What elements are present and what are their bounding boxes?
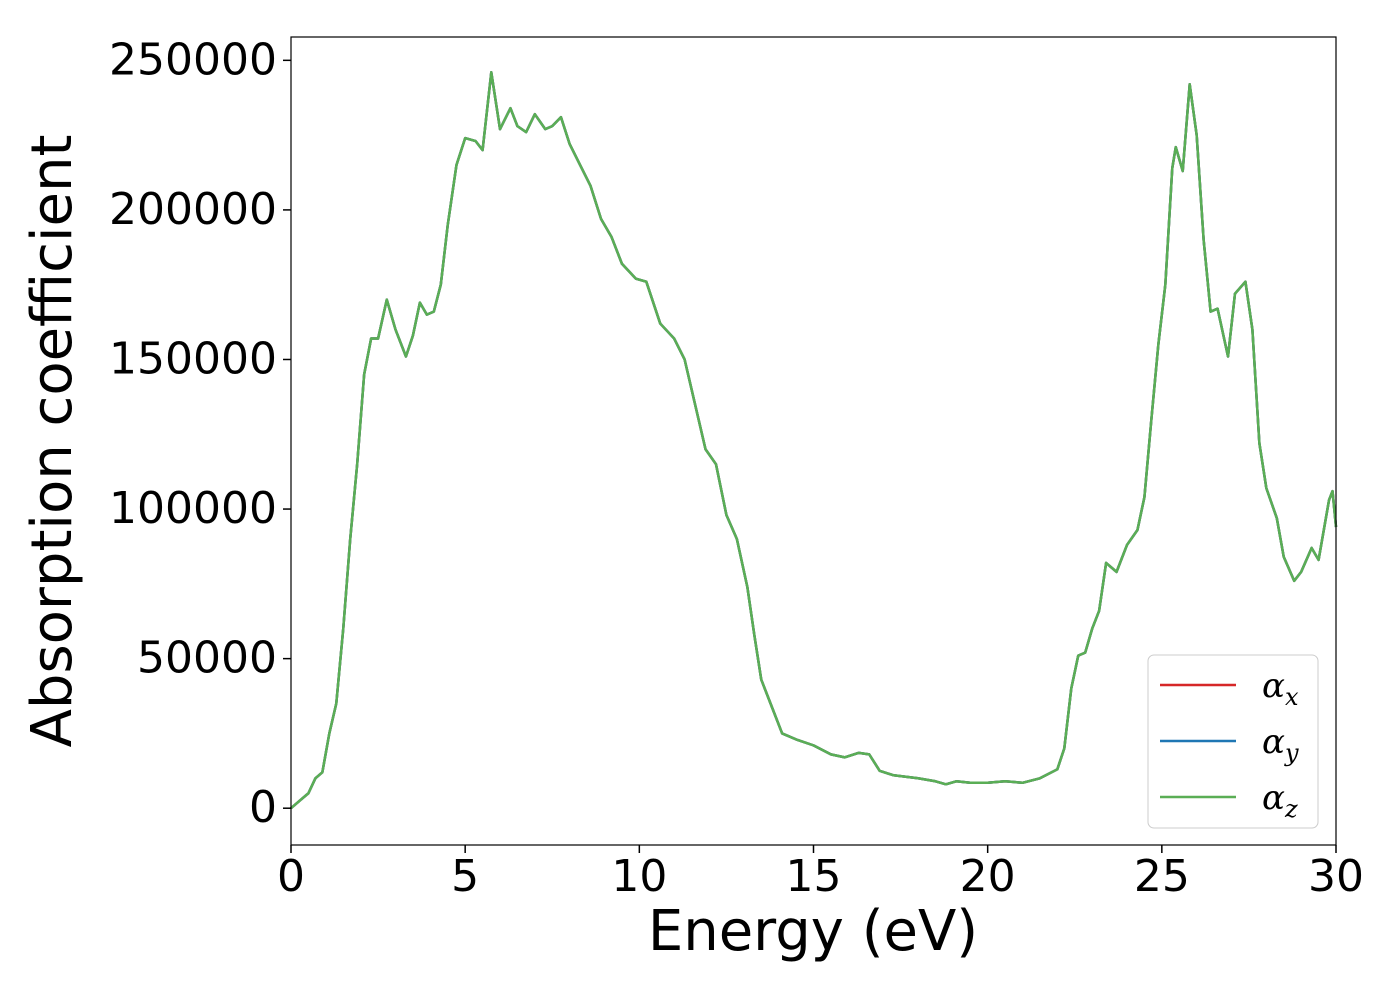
legend: αx αy αz xyxy=(1147,654,1319,829)
y-tick-label: 250000 xyxy=(109,34,277,85)
y-tick-label: 50000 xyxy=(137,633,277,684)
legend-label: αx xyxy=(1262,666,1299,711)
x-tick-label: 25 xyxy=(1134,851,1190,902)
series-line xyxy=(290,71,1338,810)
plot-frame xyxy=(290,36,1337,846)
y-tick-label: 150000 xyxy=(109,333,277,384)
y-tick-label: 0 xyxy=(249,782,277,833)
y-tick-label: 200000 xyxy=(109,184,277,235)
x-tick-label: 10 xyxy=(611,851,667,902)
legend-label: αz xyxy=(1262,778,1298,823)
x-tick-label: 20 xyxy=(960,851,1016,902)
y-tick-label: 100000 xyxy=(109,483,277,534)
legend-label: αy xyxy=(1262,722,1299,767)
x-tick-label: 5 xyxy=(451,851,479,902)
x-axis-label: Energy (eV) xyxy=(648,899,978,964)
x-tick-label: 0 xyxy=(277,851,305,902)
y-axis-label: Absorption coefficient xyxy=(20,135,85,748)
x-tick-label: 30 xyxy=(1308,851,1364,902)
x-tick-label: 15 xyxy=(786,851,842,902)
